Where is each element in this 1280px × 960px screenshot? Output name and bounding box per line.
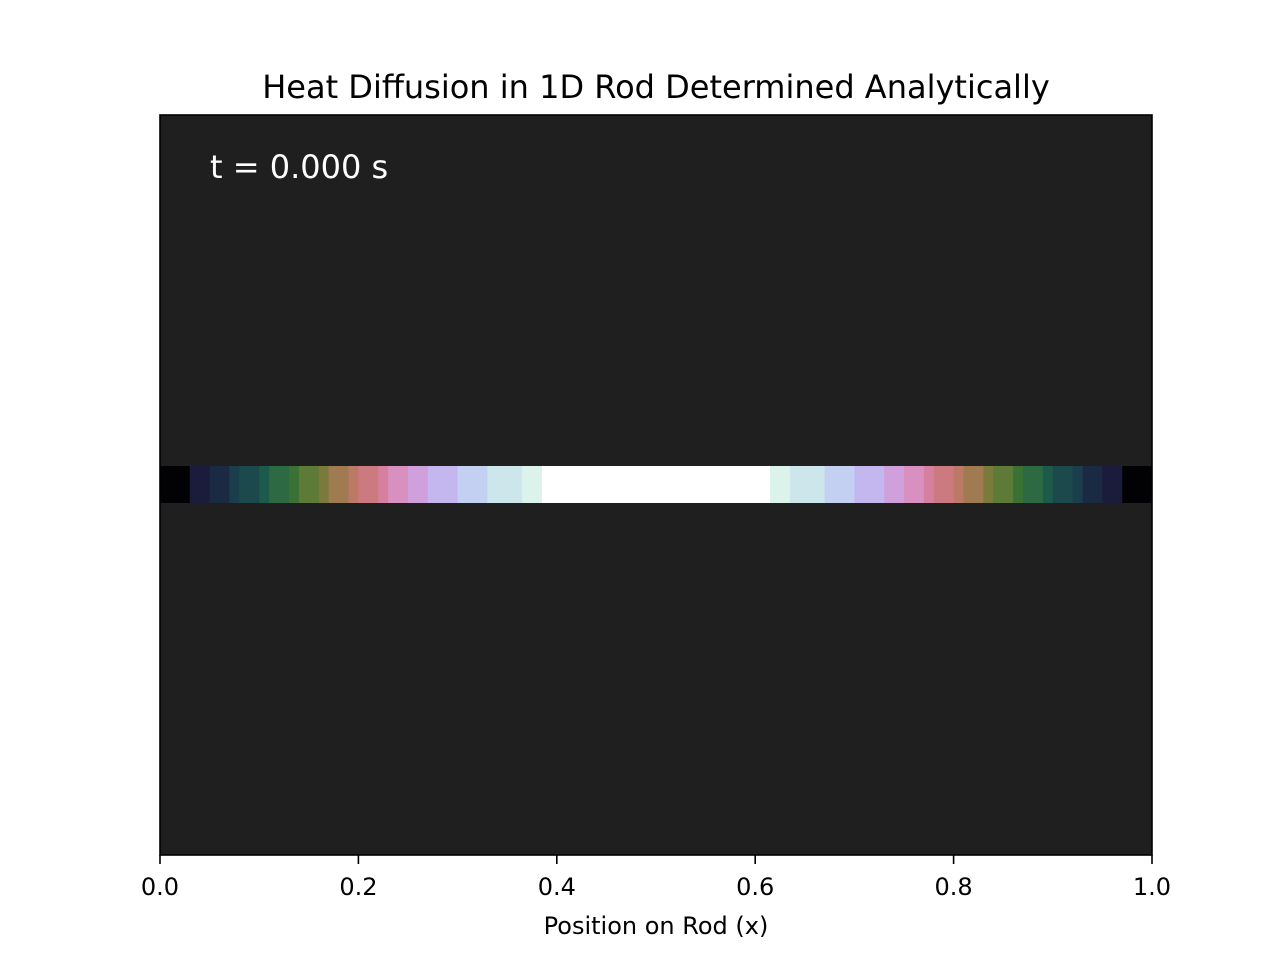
heatmap-cell (288, 466, 300, 503)
heatmap-cell (904, 466, 925, 503)
x-tick-label: 0.0 (141, 873, 179, 901)
x-tick-label: 0.4 (538, 873, 576, 901)
heatmap-cell (789, 466, 826, 503)
heatmap-cell (884, 466, 905, 503)
heatmap-cell (522, 466, 543, 503)
heatmap-cell (1042, 466, 1054, 503)
heatmap-cell (259, 466, 270, 503)
heatmap-cell (983, 466, 994, 503)
heatmap-cell (318, 466, 330, 503)
x-tick-label: 0.2 (339, 873, 377, 901)
x-tick-label: 1.0 (1133, 873, 1171, 901)
heatmap-cell (427, 466, 459, 503)
heatmap-cell (933, 466, 955, 503)
heatmap-cell (358, 466, 379, 503)
heatmap-cell (824, 466, 855, 503)
plot-frame (159, 114, 1153, 856)
heatmap-cell (541, 466, 771, 503)
heatmap-cell (770, 466, 791, 503)
heatmap-cell (1052, 466, 1074, 503)
heatmap-cell (963, 466, 984, 503)
heatmap-cell (1023, 466, 1044, 503)
x-axis-ticks: 0.0 0.2 0.4 0.6 0.8 1.0 (141, 855, 1171, 901)
heatmap-cell (298, 466, 320, 503)
heatmap-cell (1072, 466, 1084, 503)
heatmap-cell (457, 466, 488, 503)
chart-title: Heat Diffusion in 1D Rod Determined Anal… (262, 68, 1050, 106)
heatmap-cell (229, 466, 240, 503)
heatmap-cell (388, 466, 409, 503)
heatmap-cell (1082, 466, 1103, 503)
heatmap-cell (1013, 466, 1024, 503)
x-axis-label: Position on Rod (x) (544, 912, 769, 940)
heatmap-cell (348, 466, 359, 503)
heatmap-cell (160, 466, 191, 503)
x-tick-label: 0.6 (736, 873, 774, 901)
time-annotation: t = 0.000 s (210, 148, 388, 186)
heatmap-cell (1122, 466, 1153, 503)
heatmap-cell (408, 466, 429, 503)
heatmap-cell (239, 466, 260, 503)
heatmap-cell (487, 466, 523, 503)
heatmap-cell (189, 466, 211, 503)
heatmap-cell (953, 466, 965, 503)
x-tick-label: 0.8 (935, 873, 973, 901)
heatmap-cell (269, 466, 290, 503)
heatmap-cell (209, 466, 230, 503)
heatmap-cell (1102, 466, 1123, 503)
heatmap-cell (854, 466, 885, 503)
heatmap-cell (923, 466, 935, 503)
heatmap-strip (160, 466, 1153, 503)
heatmap-cell (378, 466, 389, 503)
heatmap-cell (993, 466, 1014, 503)
heatmap-cell (328, 466, 349, 503)
